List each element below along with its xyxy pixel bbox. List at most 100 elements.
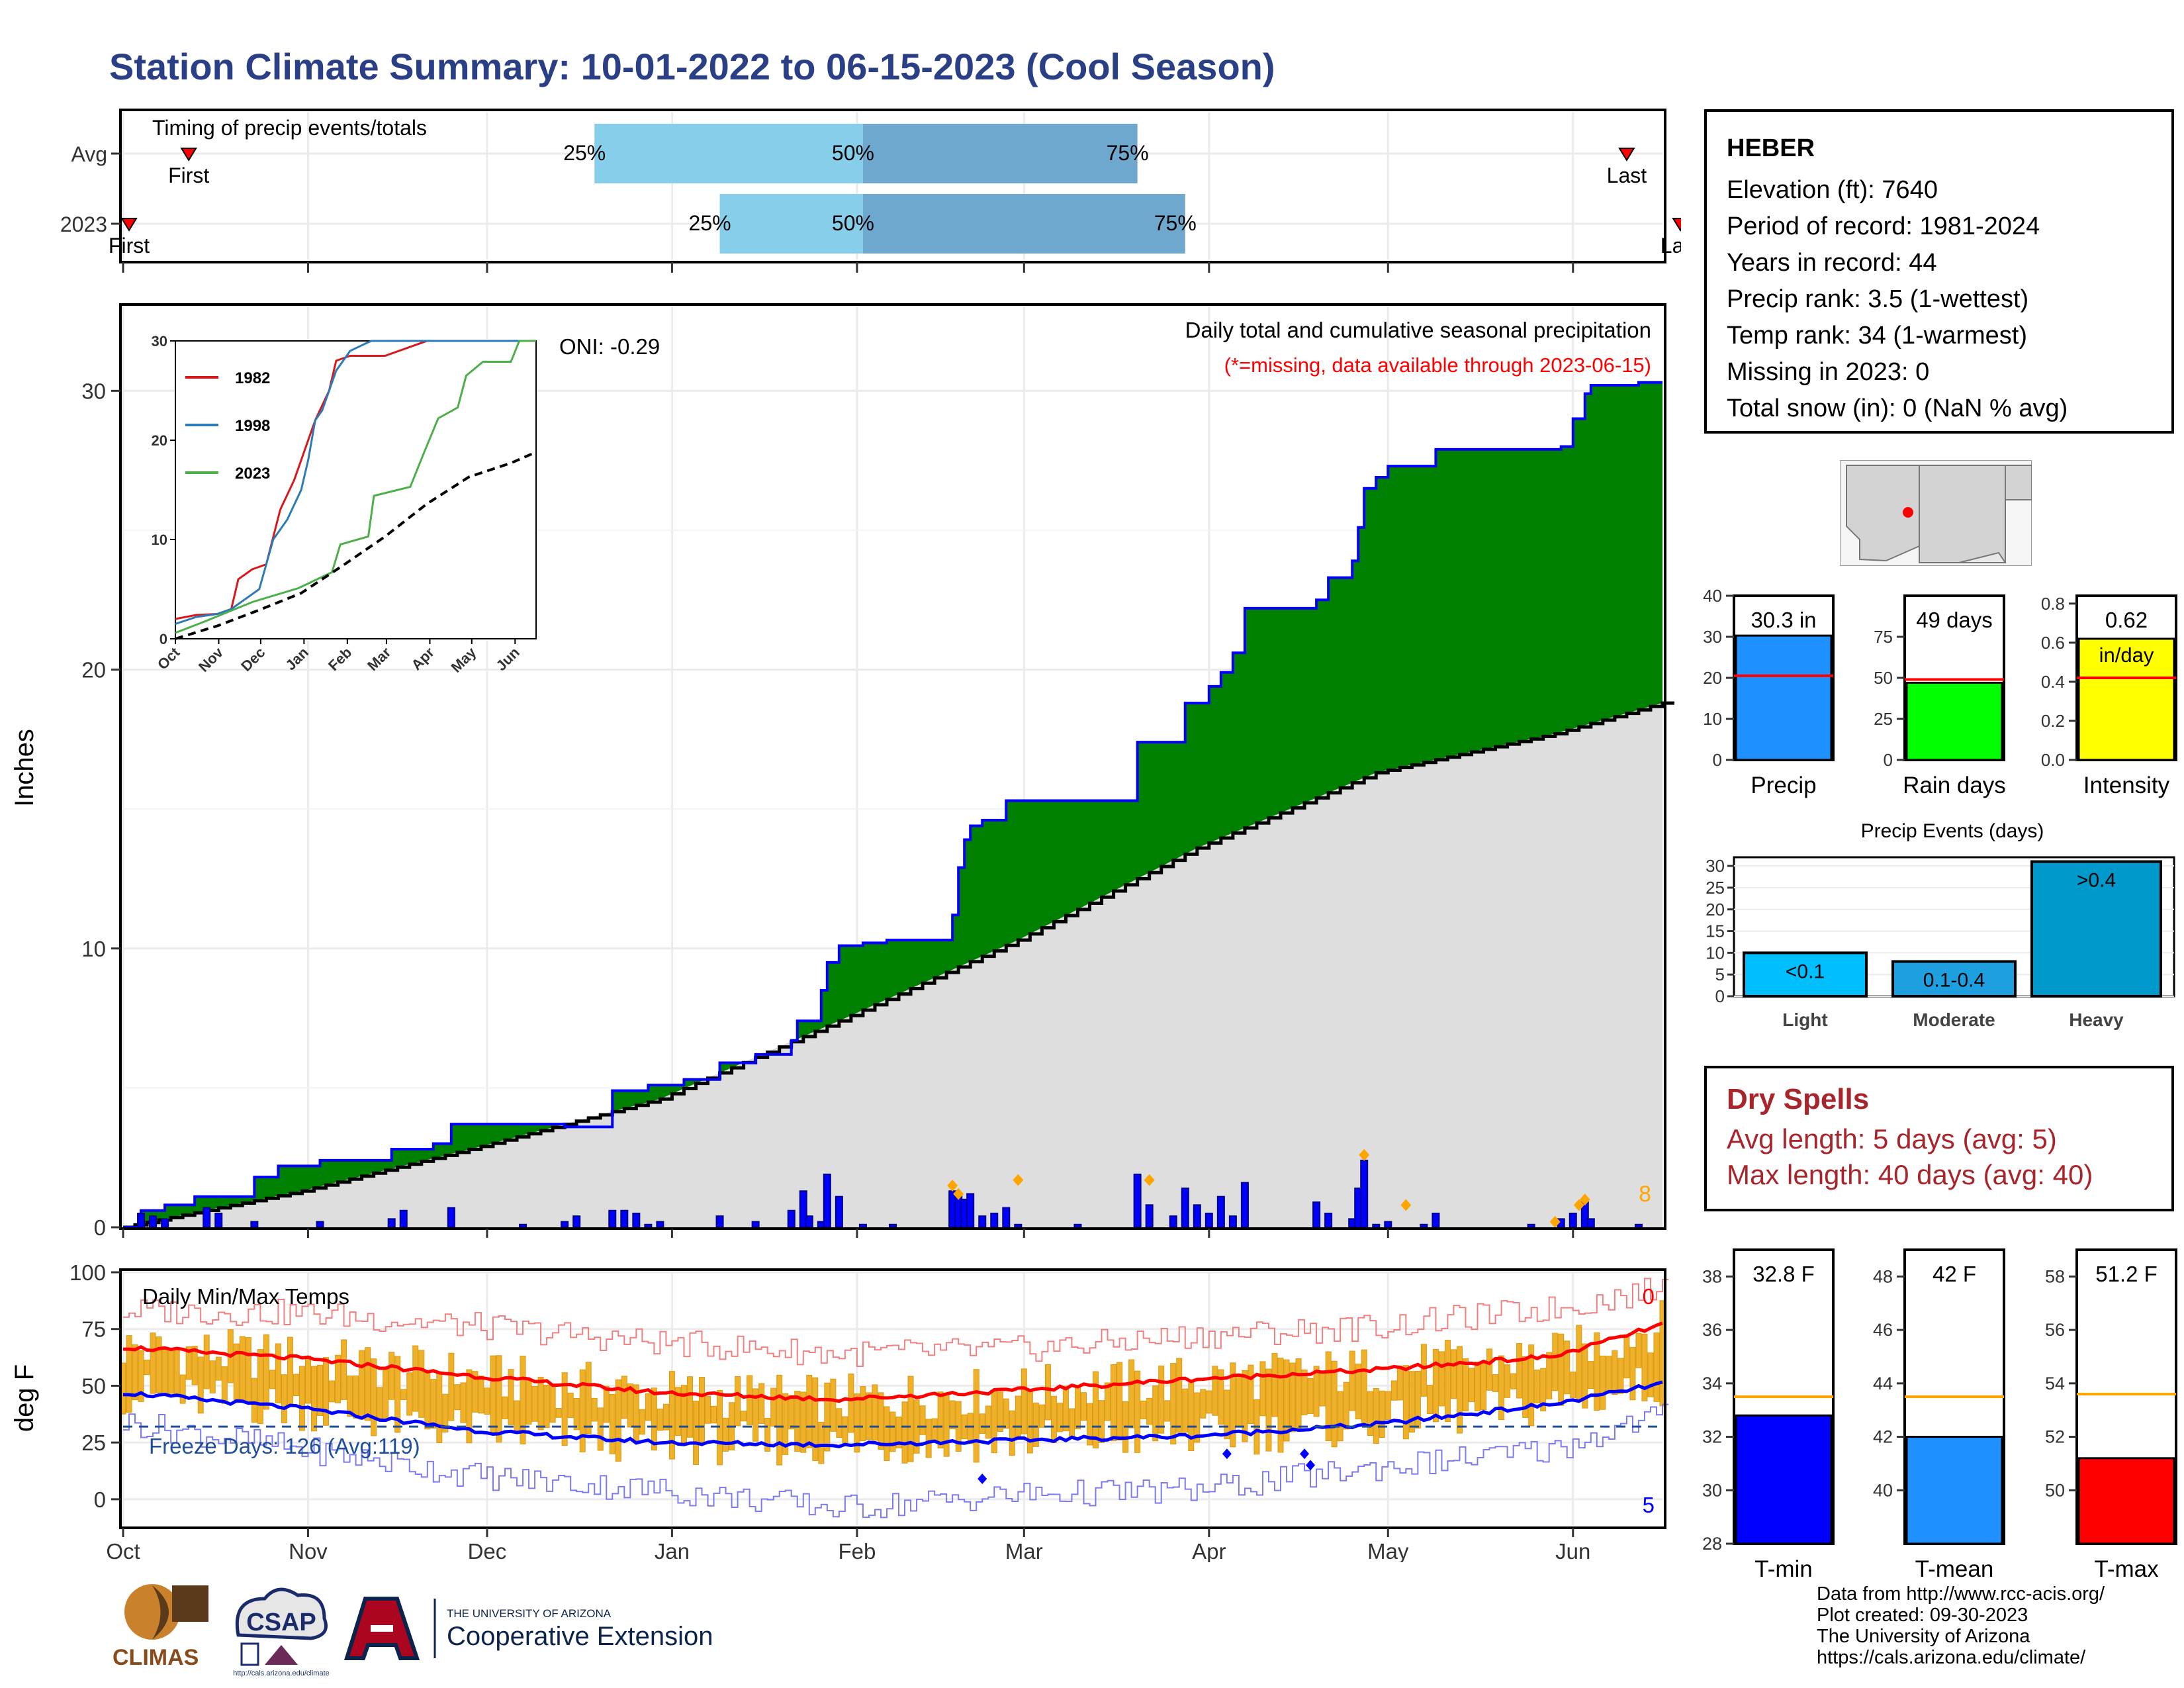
events-bar <box>1891 960 2017 998</box>
daily-precip-bar <box>1133 1173 1142 1229</box>
daily-precip-bar <box>250 1221 259 1229</box>
daily-temp-bar <box>1062 1385 1069 1432</box>
daily-temp-bar <box>156 1336 162 1393</box>
daily-temp-bar <box>788 1395 795 1430</box>
daily-temp-bar <box>549 1384 556 1423</box>
daily-temp-bar <box>615 1379 621 1462</box>
daily-temp-bar <box>1367 1391 1373 1436</box>
daily-temp-bar <box>1194 1392 1201 1443</box>
bar-ytick-label: 56 <box>2045 1320 2065 1340</box>
bar-category-label: T-mean <box>1915 1556 1994 1582</box>
daily-precip-bar <box>203 1207 211 1228</box>
daily-temp-bar <box>1653 1333 1660 1402</box>
daily-temp-bar <box>645 1393 651 1421</box>
daily-temp-bar <box>1105 1382 1111 1421</box>
daily-temp-bar <box>597 1407 604 1451</box>
daily-temp-bar <box>1080 1392 1087 1421</box>
daily-temp-bar <box>508 1369 514 1425</box>
daily-precip-bar <box>1216 1196 1225 1228</box>
events-category-label: Light <box>1782 1009 1827 1030</box>
daily-temp-bar <box>335 1354 341 1403</box>
daily-temp-bar <box>949 1400 956 1430</box>
daily-precip-bar <box>1324 1212 1333 1229</box>
bar-ytick-label: 58 <box>2045 1266 2065 1286</box>
climas-logo: CLIMAS <box>113 1584 208 1670</box>
daily-temp-bar <box>460 1382 467 1423</box>
daily-temp-bar <box>1438 1351 1445 1407</box>
daily-temp-bar <box>1021 1368 1027 1434</box>
events-title: Precip Events (days) <box>1861 820 2044 842</box>
timing-q1-bar <box>594 124 863 183</box>
daily-temp-bar <box>603 1385 610 1423</box>
value-label: 51.2 F <box>2095 1262 2158 1286</box>
inset-legend-label: 1982 <box>235 369 270 387</box>
credit-line: Data from http://www.rcc-acis.org/ <box>1817 1583 2105 1605</box>
daily-temp-bar <box>1050 1395 1057 1444</box>
daily-temp-bar <box>621 1376 627 1419</box>
daily-temp-bar <box>173 1349 180 1395</box>
csap-logo: CSAP http://cals.arizona.edu/climate <box>233 1587 330 1677</box>
daily-temp-bar <box>1629 1346 1636 1401</box>
events-ytick-label: 0 <box>1715 986 1725 1006</box>
daily-temp-bar <box>281 1374 287 1423</box>
value-label: 0.62 <box>2105 608 2148 632</box>
dry-spells-avg: Avg length: 5 days (avg: 5) <box>1727 1123 2057 1154</box>
daily-temp-bar <box>1158 1365 1165 1434</box>
precip-ytick-label: 10 <box>81 937 106 961</box>
daily-temp-bar <box>747 1375 753 1425</box>
daily-temp-bar <box>711 1405 717 1424</box>
daily-temp-bar <box>717 1389 723 1466</box>
daily-precip-marker <box>1013 1174 1024 1186</box>
daily-temp-bar <box>1355 1364 1361 1420</box>
station-line: Period of record: 1981-2024 <box>1727 212 2040 240</box>
value-label: 49 days <box>1916 608 1993 632</box>
bar-ytick-label: 52 <box>2045 1427 2065 1447</box>
daily-precip-bar <box>715 1215 724 1228</box>
daily-precip-bar <box>1014 1223 1023 1228</box>
oni-label: ONI: -0.29 <box>559 334 660 359</box>
station-line: Temp rank: 34 (1-warmest) <box>1727 322 2028 350</box>
daily-temp-bar <box>496 1355 502 1443</box>
daily-temp-bar <box>735 1376 741 1427</box>
events-ytick-label: 15 <box>1706 921 1725 941</box>
record-low-marker <box>1306 1460 1316 1471</box>
daily-temp-bar <box>1283 1359 1290 1442</box>
daily-temp-bar <box>919 1405 926 1435</box>
daily-temp-bar <box>418 1350 425 1418</box>
credit-line: Plot created: 09-30-2023 <box>1817 1605 2028 1626</box>
temp-xtick-label: Dec <box>468 1539 507 1562</box>
daily-temp-bar <box>985 1405 991 1439</box>
season-totals-chart: 30.3 in 0 10 20 30 40 Precip 49 days 0 25 50 75 Rain… <box>1703 586 2177 798</box>
daily-temp-bar <box>579 1369 586 1452</box>
daily-temp-bar <box>484 1387 490 1415</box>
daily-precip-marker <box>1144 1174 1155 1186</box>
daily-temp-bar <box>1044 1364 1051 1421</box>
bar-category-label: Rain days <box>1903 773 2006 798</box>
daily-temp-bar <box>1528 1344 1535 1427</box>
daily-temp-bar <box>878 1392 884 1450</box>
daily-temp-bar <box>1385 1391 1391 1420</box>
daily-temp-bar <box>800 1391 807 1453</box>
daily-temp-bar <box>884 1406 890 1461</box>
daily-temp-bar <box>818 1421 825 1464</box>
daily-precip-bar <box>1145 1204 1154 1228</box>
precip-note: (*=missing, data available through 2023-… <box>1224 353 1651 377</box>
daily-temp-bar <box>1600 1355 1606 1410</box>
daily-temp-bar <box>1111 1364 1117 1442</box>
bar-ytick-label: 50 <box>1874 668 1893 688</box>
daily-temp-bar <box>1325 1351 1332 1442</box>
precip-header: Daily total and cumulative seasonal prec… <box>1185 318 1651 342</box>
daily-temp-bar <box>1140 1400 1147 1420</box>
daily-precip-marker <box>1573 1199 1584 1211</box>
daily-temp-bar <box>126 1335 132 1413</box>
daily-temp-bar <box>1450 1349 1457 1399</box>
daily-temp-bar <box>132 1344 138 1401</box>
daily-temp-bar <box>1093 1371 1099 1449</box>
daily-temp-bar <box>782 1393 789 1455</box>
daily-temp-bar <box>1522 1356 1529 1418</box>
daily-precip-bar <box>561 1221 569 1229</box>
daily-temp-bar <box>1379 1390 1385 1438</box>
station-line: Missing in 2023: 0 <box>1727 358 1930 386</box>
daily-precip-bar <box>787 1209 796 1229</box>
daily-temp-bar <box>686 1376 693 1438</box>
